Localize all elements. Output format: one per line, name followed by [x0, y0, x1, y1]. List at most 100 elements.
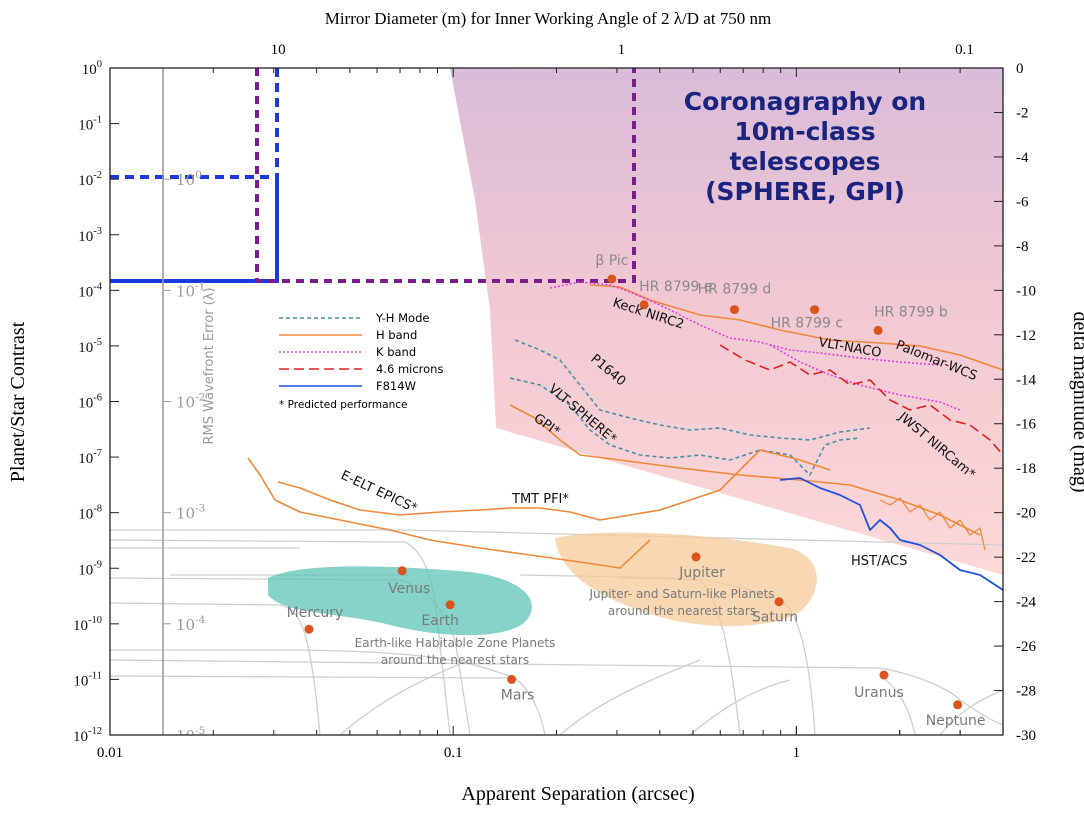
point-label-jupiter: Jupiter: [678, 565, 725, 581]
rms-tick-label: 10-4: [176, 614, 206, 634]
point-label-hr-8799-c: HR 8799 c: [771, 316, 843, 332]
y-tick-label: 10-10: [73, 615, 102, 634]
curve-hband-gpi: [509, 404, 981, 536]
point-earth: [445, 600, 455, 610]
mag-tick-label: -24: [1016, 595, 1036, 611]
annotation-line: 10m-class: [734, 117, 875, 146]
mag-tick-label: -12: [1016, 328, 1036, 344]
mag-tick-label: -8: [1016, 239, 1029, 255]
y-tick-label: 10-12: [73, 726, 102, 745]
y-tick-label: 10-7: [78, 448, 102, 467]
y-tick-label: 10-1: [78, 115, 102, 134]
orbit-track: [959, 699, 1003, 726]
region-jupiter-like: [555, 532, 817, 627]
curve-label-e-elt-epics-: E-ELT EPICS*: [338, 468, 419, 517]
point-venus: [397, 566, 407, 576]
curve-yh-sphere: [509, 377, 861, 476]
y-tick-label: 10-4: [78, 281, 102, 300]
orbit-track: [110, 659, 961, 701]
coronagraphy-annotation: Coronagraphy on 10m-class telescopes (SPHER…: [684, 87, 926, 206]
region-earth-like: [268, 566, 532, 636]
y-tick-label: 10-5: [78, 337, 102, 356]
point-label-saturn: Saturn: [752, 610, 798, 626]
orbit-track: [339, 659, 471, 735]
legend-note: * Predicted performance: [279, 399, 407, 411]
rms-axis-label: RMS Wavefront Error (λ): [202, 287, 217, 444]
chart-title: Mirror Diameter (m) for Inner Working An…: [325, 9, 772, 28]
orbit-track: [110, 529, 1003, 546]
point-label-neptune: Neptune: [926, 713, 986, 729]
curve-label-tmt-pfi-: TMT PFI*: [511, 492, 569, 507]
rms-tick-label: 10-3: [176, 503, 205, 523]
mag-tick-label: -18: [1016, 461, 1036, 477]
point-hr-8799-c: [810, 305, 820, 315]
point-mercury: [304, 624, 314, 634]
y-tick-label: 10-3: [78, 226, 102, 245]
orbit-track: [939, 689, 1003, 735]
legend: Y-H Mode H band K band 4.6 microns F814W * Pr…: [279, 311, 443, 411]
x-tick-label: 0.01: [97, 745, 123, 761]
point-label-hr-8799-d: HR 8799 d: [698, 282, 772, 298]
curve-kband-naco: [769, 344, 961, 411]
mag-tick-label: -22: [1016, 550, 1036, 566]
curve-hband-tmt: [277, 449, 831, 521]
rms-tick-label: 100: [176, 169, 202, 189]
contrast-boxes: [110, 68, 636, 283]
legend-label-2: K band: [376, 345, 416, 359]
curve-yh-p1640: [514, 339, 871, 441]
coronagraphy-region: [450, 68, 1003, 575]
y-tick-label: 100: [82, 59, 102, 78]
orbit-track: [559, 659, 701, 735]
x-tick-label: 0.1: [444, 745, 463, 761]
legend-label-4: F814W: [376, 379, 416, 393]
legend-label-0: Y-H Mode: [375, 311, 429, 325]
y2-axis-label: delta magnitude (mag): [1069, 311, 1084, 492]
annotation-line: Coronagraphy on: [684, 87, 926, 116]
legend-label-3: 4.6 microns: [376, 362, 443, 376]
mag-tick-label: -26: [1016, 639, 1036, 655]
mag-tick-label: -28: [1016, 684, 1036, 700]
top-tick-label: 1: [618, 42, 626, 58]
rms-tick-label: 10-2: [176, 392, 205, 412]
curve-f814w-hst: [779, 477, 1003, 591]
orbit-track: [879, 674, 916, 735]
mag-tick-label: 0: [1016, 61, 1024, 77]
point-label-earth: Earth: [421, 613, 459, 629]
region-label: around the nearest stars: [381, 653, 529, 667]
orbit-track: [110, 602, 321, 735]
y-tick-label: 10-9: [78, 559, 102, 578]
point-label-hr-8799-e: HR 8799 e: [639, 279, 712, 295]
curve-hband-gpi-noise: [879, 497, 986, 551]
x-tick-label: 1: [793, 745, 801, 761]
top-tick-label: 10: [271, 42, 286, 58]
curve-label-hst-acs: HST/ACS: [851, 554, 907, 569]
rms-axis-ticks: 100 10-1 10-2 10-3 10-4 10-5: [163, 169, 206, 735]
point-neptune: [953, 700, 963, 710]
point-hr-8799-b: [873, 325, 883, 335]
annotation-line: (SPHERE, GPI): [705, 177, 905, 206]
mag-tick-label: -2: [1016, 105, 1029, 121]
mag-tick-label: -6: [1016, 194, 1029, 210]
y-tick-label: 10-6: [78, 393, 102, 412]
region-label: Earth-like Habitable Zone Planets: [355, 636, 556, 650]
annotation-line: telescopes: [729, 147, 880, 176]
point-hr-8799-d: [729, 305, 739, 315]
curve-46-naco: [719, 344, 1003, 456]
orbit-track: [110, 649, 516, 679]
y-tick-label: 10-11: [73, 670, 102, 689]
curve-kband-keck: [549, 281, 941, 366]
point-label-hr-8799-b: HR 8799 b: [874, 304, 948, 320]
point-label-uranus: Uranus: [854, 685, 904, 701]
orbit-track: [689, 679, 791, 735]
mag-tick-label: -16: [1016, 417, 1036, 433]
x-axis-label: Apparent Separation (arcsec): [461, 783, 694, 805]
point-label--pic: β Pic: [595, 253, 628, 269]
y-tick-label: 10-2: [78, 170, 102, 189]
rms-tick-label: 10-1: [176, 280, 205, 300]
point-saturn: [774, 597, 784, 607]
mag-tick-label: -10: [1016, 283, 1036, 299]
curve-hband-epics: [247, 457, 651, 569]
point-label-venus: Venus: [388, 581, 430, 597]
point-jupiter: [691, 552, 701, 562]
